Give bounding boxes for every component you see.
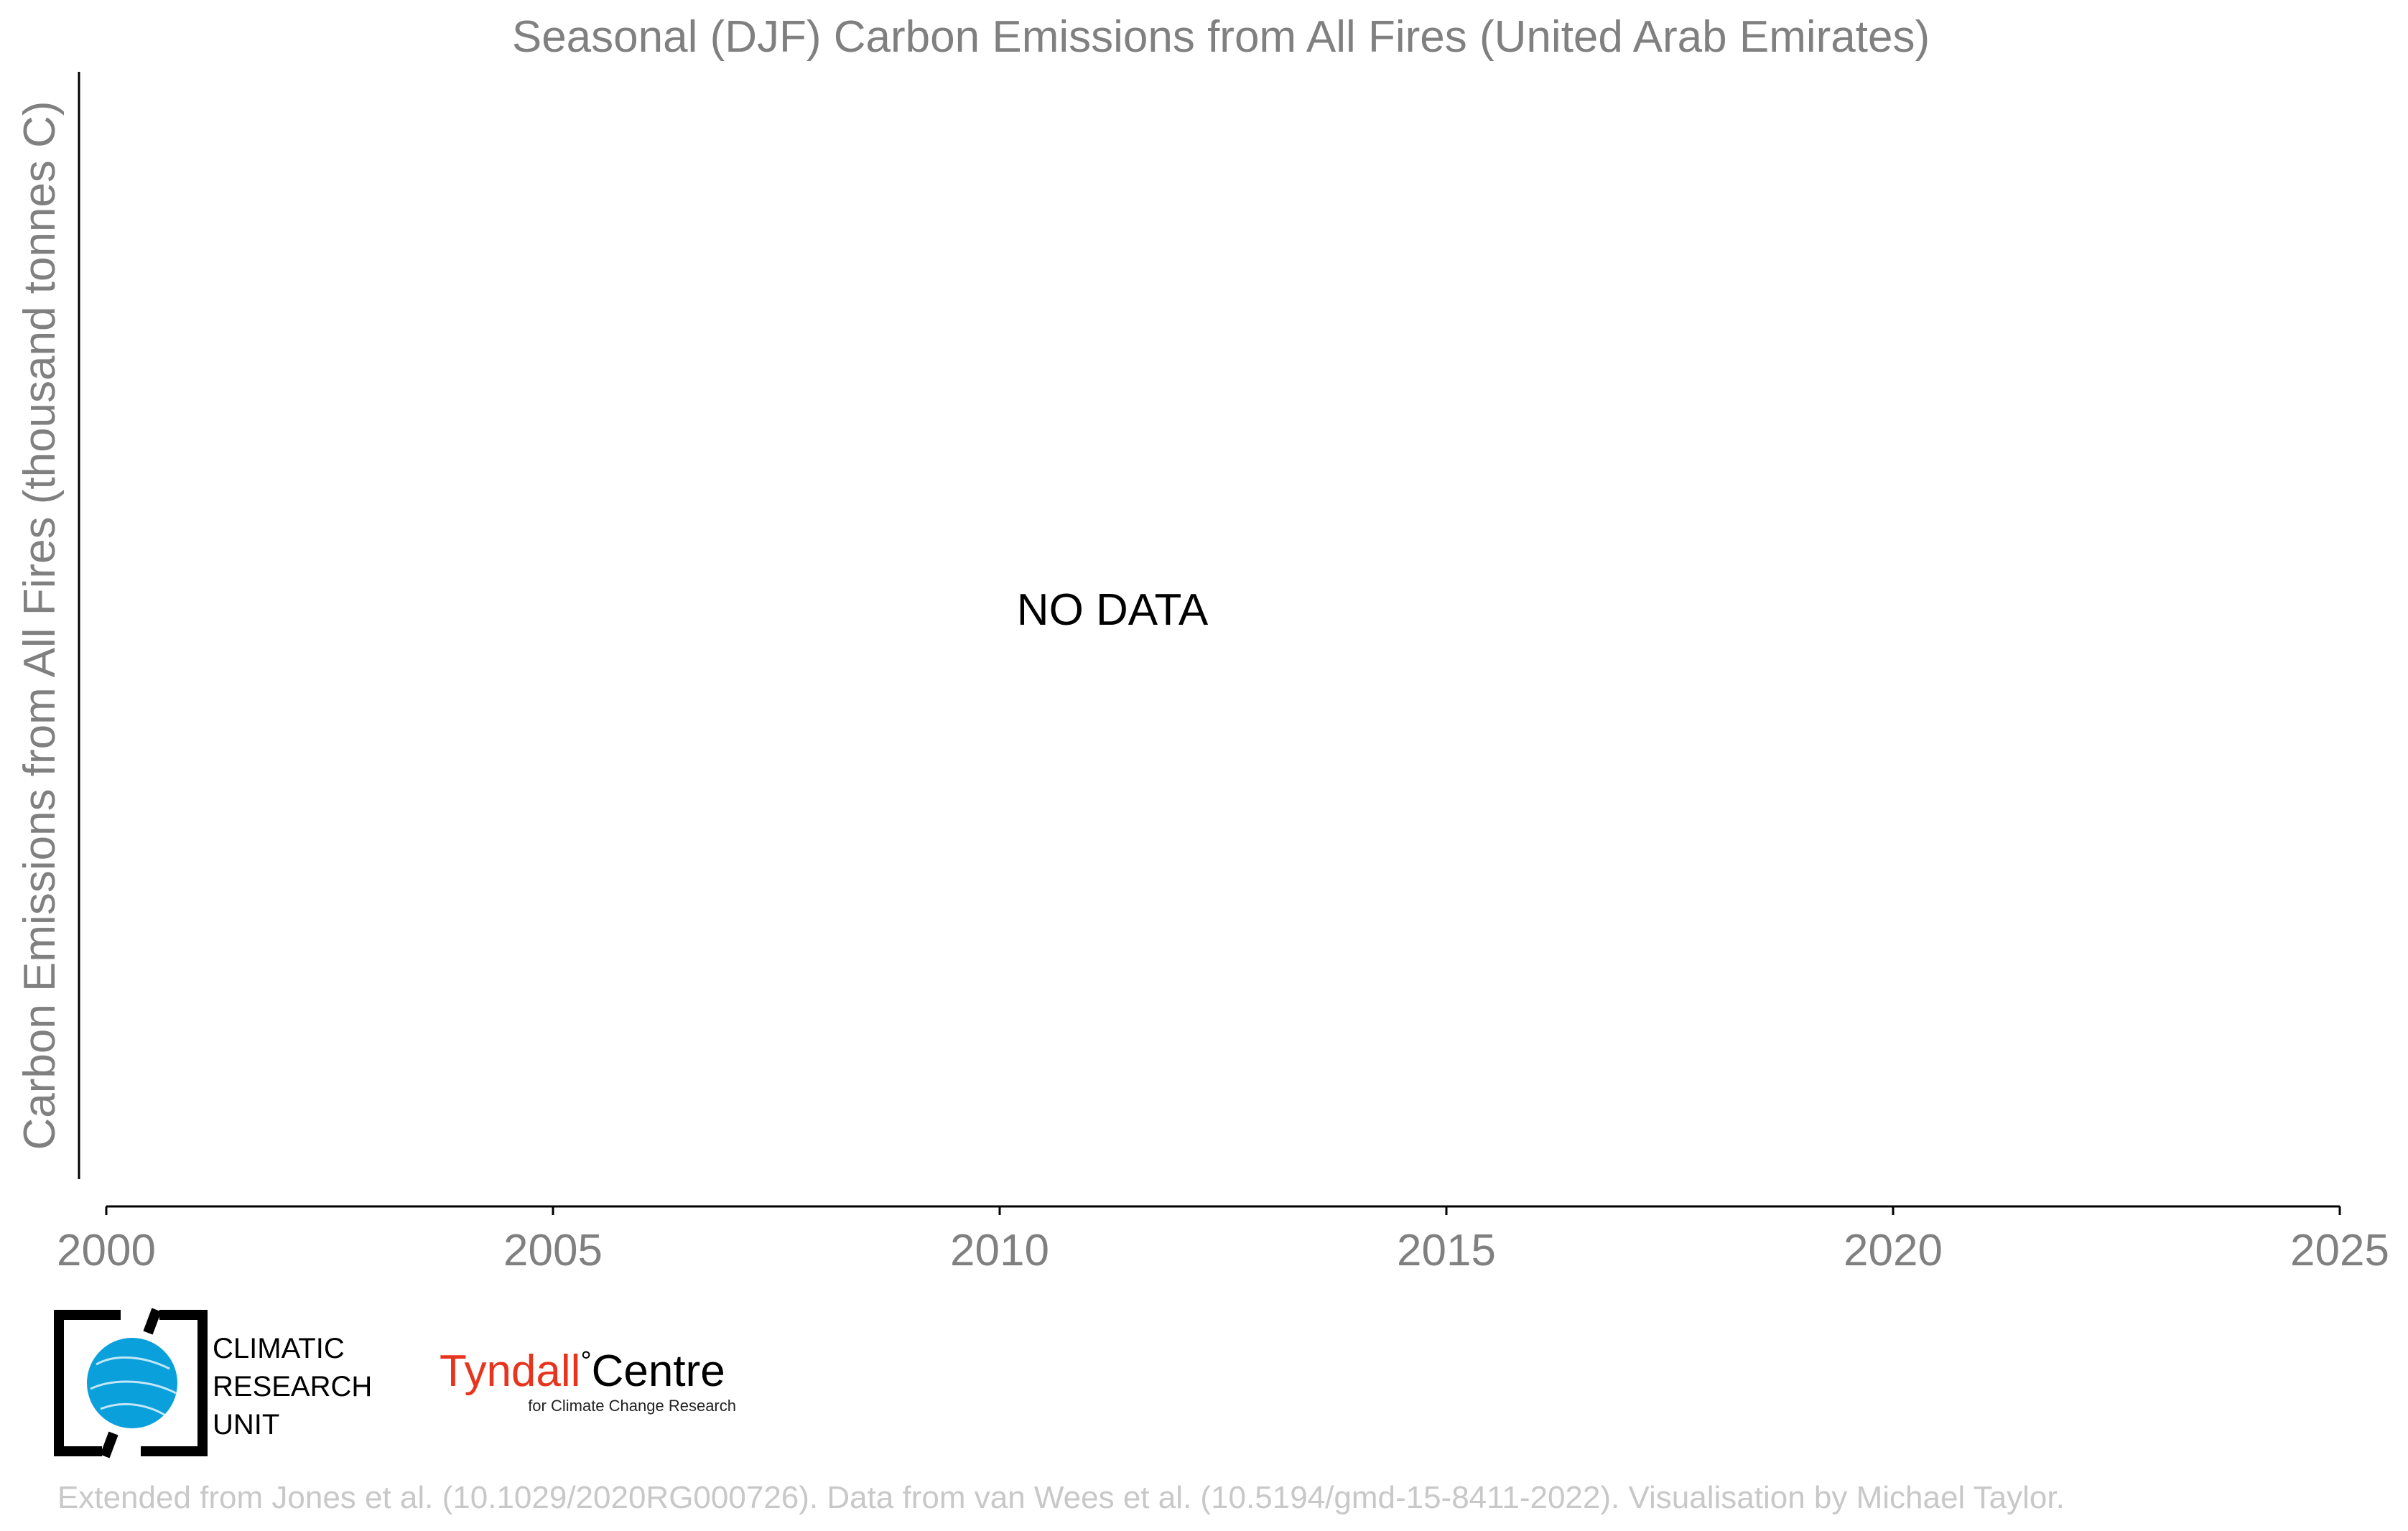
globe-swirl-2: [90, 1380, 177, 1395]
tyndall-wordmark: Tyndall°Centre: [440, 1346, 725, 1396]
cru-bracket-right: [141, 1310, 208, 1456]
cru-line-1: CLIMATIC: [213, 1333, 345, 1364]
cru-bracket-left: [54, 1310, 121, 1456]
x-tick-label: 2010: [950, 1226, 1049, 1275]
x-tick-label: 2020: [1844, 1226, 1943, 1275]
cru-line-3: UNIT: [213, 1409, 279, 1441]
x-tick-label: 2025: [2290, 1226, 2389, 1275]
no-data-label: NO DATA: [1017, 585, 1209, 635]
cru-slash-bottom: [100, 1431, 118, 1458]
x-tick-label: 2000: [57, 1226, 156, 1275]
globe-swirl-1: [96, 1356, 170, 1370]
chart-title: Seasonal (DJF) Carbon Emissions from All…: [512, 12, 1930, 62]
tyndall-logo: Tyndall°Centre for Climate Change Resear…: [440, 1346, 736, 1415]
cru-slash-top: [143, 1308, 162, 1335]
cru-logo: CLIMATIC RESEARCH UNIT: [54, 1308, 372, 1458]
x-tick-label: 2015: [1397, 1226, 1496, 1275]
x-axis-ticks: 2000 2005 2010 2015 2020 2025: [57, 1206, 2389, 1275]
footer-credits: Extended from Jones et al. (10.1029/2020…: [57, 1480, 2065, 1515]
x-tick-label: 2005: [503, 1226, 603, 1275]
y-axis-label: Carbon Emissions from All Fires (thousan…: [15, 101, 65, 1150]
globe-swirl-3: [100, 1402, 167, 1418]
tyndall-name: Tyndall: [440, 1346, 580, 1396]
cru-line-2: RESEARCH: [213, 1371, 372, 1402]
tyndall-centre: Centre: [592, 1346, 725, 1396]
tyndall-subtitle: for Climate Change Research: [528, 1397, 736, 1415]
tyndall-degree: °: [580, 1346, 591, 1377]
